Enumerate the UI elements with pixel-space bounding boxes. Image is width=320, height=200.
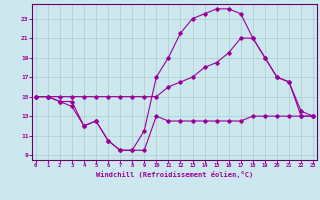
X-axis label: Windchill (Refroidissement éolien,°C): Windchill (Refroidissement éolien,°C) [96, 171, 253, 178]
